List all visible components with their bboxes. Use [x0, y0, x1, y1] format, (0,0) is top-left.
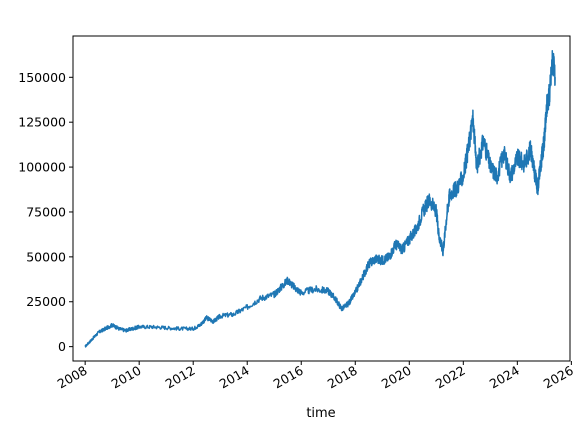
plot-frame: [72, 35, 571, 362]
series-line: [84, 49, 556, 348]
y-tick-label: 125000: [18, 115, 66, 130]
x-tick-label: 2008: [55, 363, 90, 392]
x-tick-label: 2026: [541, 363, 576, 392]
y-tick-label: 100000: [18, 160, 66, 175]
x-tick-label: 2022: [433, 363, 468, 392]
plot-area: [73, 36, 570, 361]
y-tick-label: 150000: [18, 70, 66, 85]
x-tick-label: 2012: [163, 363, 198, 392]
y-tick-label: 25000: [26, 294, 66, 309]
x-tick-label: 2016: [271, 363, 306, 392]
x-tick-label: 2020: [379, 363, 414, 392]
y-tick-label: 0: [58, 339, 66, 354]
x-axis-label: time: [306, 406, 335, 421]
series-layer: [84, 49, 556, 348]
axes-layer: 0 25000 50000 75000 100000 125000 150000 2008 20…: [18, 70, 576, 392]
x-tick-label: 2024: [487, 363, 522, 392]
y-tick-label: 75000: [26, 204, 66, 219]
x-tick-label: 2018: [325, 363, 360, 392]
y-tick-label: 50000: [26, 249, 66, 264]
x-tick-label: 2014: [217, 363, 252, 392]
x-tick-label: 2010: [109, 363, 144, 392]
